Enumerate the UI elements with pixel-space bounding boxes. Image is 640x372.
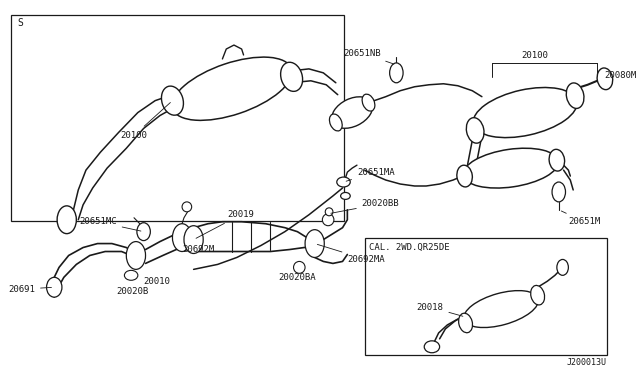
Ellipse shape (597, 68, 612, 90)
Ellipse shape (463, 148, 558, 188)
Ellipse shape (126, 241, 145, 269)
Ellipse shape (457, 165, 472, 187)
Ellipse shape (172, 224, 191, 251)
Ellipse shape (390, 63, 403, 83)
Circle shape (325, 208, 333, 216)
Ellipse shape (47, 277, 62, 297)
Ellipse shape (137, 223, 150, 241)
Ellipse shape (424, 341, 440, 353)
Ellipse shape (280, 62, 303, 92)
Text: S: S (18, 18, 24, 28)
Text: 20018: 20018 (417, 302, 463, 316)
Text: 20651M: 20651M (561, 211, 600, 226)
Text: 20100: 20100 (120, 103, 170, 140)
Ellipse shape (459, 313, 472, 333)
Text: 20651NB: 20651NB (344, 48, 394, 64)
Text: 20100: 20100 (522, 51, 548, 61)
Text: 20692MA: 20692MA (317, 244, 385, 264)
Text: 20080M: 20080M (604, 71, 636, 80)
Text: 20651MC: 20651MC (79, 217, 141, 231)
Text: 20651MA: 20651MA (346, 168, 395, 181)
Ellipse shape (330, 114, 342, 131)
Ellipse shape (531, 285, 545, 305)
Ellipse shape (464, 291, 538, 327)
Ellipse shape (552, 182, 566, 202)
Text: 20020BB: 20020BB (331, 199, 399, 213)
Circle shape (182, 202, 191, 212)
Text: J200013U: J200013U (567, 357, 607, 367)
Text: CAL. 2WD.QR25DE: CAL. 2WD.QR25DE (369, 243, 450, 252)
Ellipse shape (305, 230, 324, 257)
Text: 20019: 20019 (196, 210, 254, 238)
Bar (11, 15, 344, 221)
Circle shape (323, 214, 334, 226)
Ellipse shape (337, 177, 350, 187)
Text: 20691: 20691 (8, 285, 51, 294)
Ellipse shape (184, 226, 204, 253)
Ellipse shape (124, 270, 138, 280)
Ellipse shape (473, 87, 577, 138)
Circle shape (294, 262, 305, 273)
Bar (365, 238, 607, 355)
Ellipse shape (340, 192, 350, 199)
Ellipse shape (467, 118, 484, 143)
Ellipse shape (549, 149, 564, 171)
Text: 20020BA: 20020BA (278, 273, 316, 282)
Ellipse shape (161, 86, 184, 115)
Ellipse shape (557, 259, 568, 275)
Ellipse shape (172, 57, 292, 121)
Text: 20010: 20010 (143, 277, 170, 286)
Ellipse shape (57, 206, 76, 234)
Ellipse shape (566, 83, 584, 108)
Text: 20692M: 20692M (182, 245, 214, 254)
Ellipse shape (362, 94, 375, 111)
Ellipse shape (332, 97, 372, 128)
Text: 20020B: 20020B (116, 287, 149, 296)
